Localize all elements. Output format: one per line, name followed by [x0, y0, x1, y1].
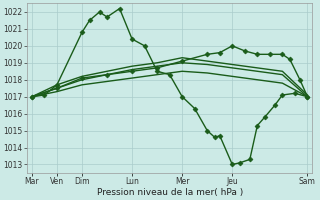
X-axis label: Pression niveau de la mer( hPa ): Pression niveau de la mer( hPa ) [97, 188, 243, 197]
